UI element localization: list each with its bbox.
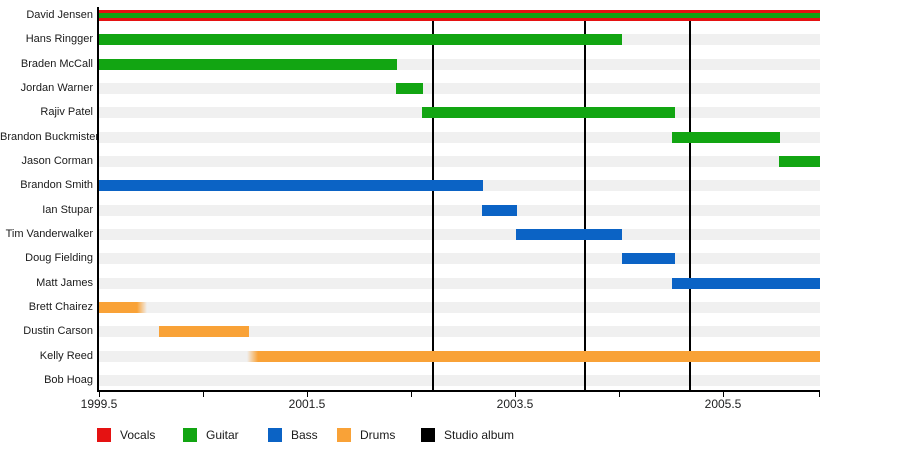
member-label: Jason Corman [21,155,93,167]
x-axis-tick-label: 2001.5 [288,397,326,411]
member-label: Brandon Smith [20,179,93,191]
member-label: Brandon Buckmister [0,131,100,143]
x-axis-tick [203,392,204,397]
studio-album-line [584,10,586,390]
bar-guitar [422,107,675,118]
y-axis-line [97,7,99,392]
legend: Vocals Guitar Bass Drums Studio album [0,427,900,443]
row-band [99,326,820,337]
bar-guitar [779,156,820,167]
legend-label: Drums [360,428,396,442]
x-axis-tick [819,392,820,397]
x-axis-line [97,390,820,392]
legend-swatch-drums [337,428,351,442]
x-axis-tick [723,392,724,397]
member-label: Doug Fielding [25,252,93,264]
legend-swatch-guitar [183,428,197,442]
legend-label: Bass [291,428,318,442]
member-label: Brett Chairez [28,301,93,313]
member-labels: David Jensen Hans Ringger Braden McCall Jor… [0,0,100,392]
x-axis-tick [307,392,308,397]
studio-album-line [432,10,434,390]
x-axis-tick [515,392,516,397]
x-axis-tick-label: 2005.5 [704,397,742,411]
studio-album-line [689,10,691,390]
x-axis-tick [619,392,620,397]
row-band [99,132,820,143]
row-band [99,229,820,240]
legend-item: Studio album [421,427,514,443]
member-label: Dustin Carson [23,325,93,337]
x-axis-tick [411,392,412,397]
row-band [99,156,820,167]
bar-bass [672,278,820,289]
bar-guitar [672,132,780,143]
row-band [99,83,820,94]
bar-guitar [99,34,622,45]
legend-item: Guitar [183,427,239,443]
member-label: Tim Vanderwalker [5,228,93,240]
row-band [99,253,820,264]
row-band [99,302,820,313]
plot-area: 1999.5 2001.5 2003.5 2005.5 [81,0,820,411]
legend-item: Bass [268,427,318,443]
member-label: Braden McCall [20,58,93,70]
row-band [99,278,820,289]
legend-label: Studio album [444,428,515,442]
member-label: Kelly Reed [39,350,93,362]
legend-label: Guitar [206,428,239,442]
bar-drums [99,302,147,313]
bar-bass [99,180,483,191]
legend-item: Drums [337,427,395,443]
legend-item: Vocals [97,427,155,443]
member-label: Rajiv Patel [40,106,93,118]
legend-swatch-bass [268,428,282,442]
legend-swatch-vocals [97,428,111,442]
row-band [99,205,820,216]
row-band [99,59,820,70]
bar-drums [247,351,820,362]
member-label: Bob Hoag [44,374,93,386]
member-label: Hans Ringger [25,33,93,45]
x-axis-tick [99,392,100,397]
member-label: Ian Stupar [42,204,93,216]
bar-bass [622,253,675,264]
member-label: David Jensen [26,9,93,21]
bar-guitar [396,83,423,94]
x-axis-tick-label: 2003.5 [496,397,534,411]
member-label: Matt James [36,277,93,289]
member-label: Jordan Warner [20,82,93,94]
x-axis-tick-label: 1999.5 [80,397,118,411]
legend-swatch-studio-album [421,428,435,442]
bar-drums [159,326,249,337]
row-band [99,375,820,386]
bar-bass [516,229,622,240]
legend-label: Vocals [120,428,156,442]
bar-bass [482,205,517,216]
bar-guitar [99,59,397,70]
bar-guitar [99,13,820,18]
